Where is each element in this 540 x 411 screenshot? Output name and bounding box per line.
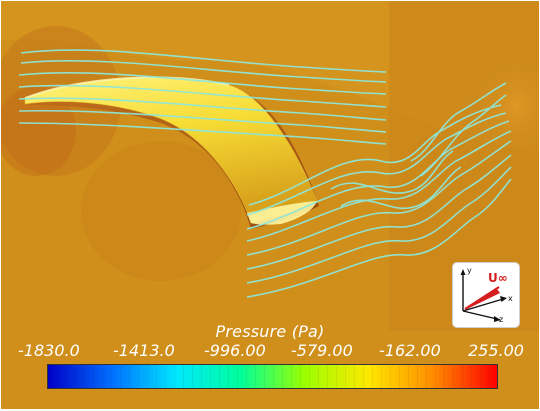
high-pressure-blob	[81, 141, 241, 281]
legend-tick-label: -579.00	[291, 341, 353, 360]
colorbar-gradient	[48, 365, 497, 388]
blade-tip-highlight	[247, 201, 317, 225]
axis-x-label: x	[508, 294, 513, 303]
axes-icon	[460, 269, 507, 322]
pressure-colorbar	[47, 364, 498, 389]
legend-tick-label: 255.00	[468, 341, 524, 360]
legend-tick-label: -996.00	[204, 341, 266, 360]
axes-indicator: y U∞ x z	[452, 262, 520, 328]
legend-tick-label: -162.00	[379, 341, 441, 360]
legend-title: Pressure (Pa)	[215, 322, 325, 341]
legend-tick-label: -1413.0	[113, 341, 175, 360]
axis-z-label: z	[499, 315, 504, 324]
legend-tick-label: -1830.0	[18, 341, 80, 360]
streamlines-lower	[246, 82, 512, 298]
velocity-label: U∞	[488, 271, 508, 285]
low-pressure-blob-left-inner	[1, 86, 76, 176]
streamlines-upper	[18, 49, 387, 145]
axis-y-label: y	[467, 266, 472, 275]
